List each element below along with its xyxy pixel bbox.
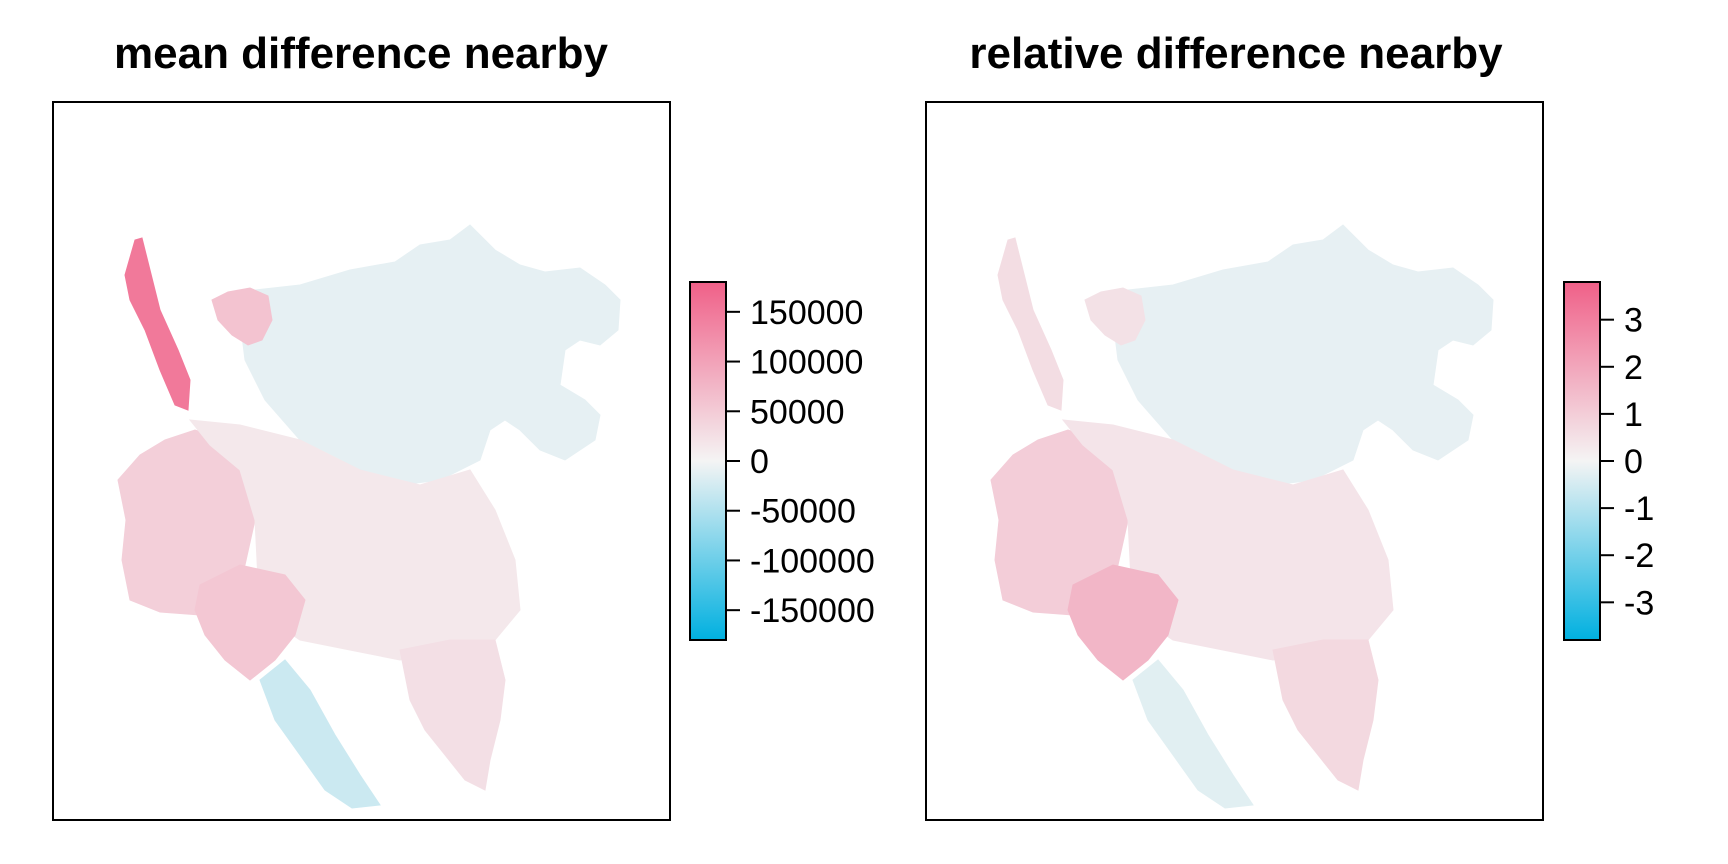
panel-2-colorbar-fill [1563,281,1601,641]
colorbar-1-tick-label: 50000 [750,393,845,431]
panel-2-region-south-peninsula [1132,659,1254,809]
panel-mean-difference: mean difference nearby 150000 100000 50000… [52,29,875,821]
panel-1-colorbar-fill [689,281,727,641]
colorbar-1-tick-label: 150000 [750,294,863,332]
colorbar-2-tick-label: 3 [1624,302,1643,340]
colorbar-1-tick-label: -150000 [750,592,875,630]
panel-2-region-northwest-inlet [1084,287,1146,346]
panel-2-colorbar: 3 2 1 0 -1 -2 -3 [1563,281,1654,641]
panel-1-region-southwest-bay [194,564,306,681]
colorbar-2-tick-label: 2 [1624,349,1643,387]
colorbar-1-tick-label: 0 [750,443,769,481]
panel-2-region-northwest-strip [997,237,1064,411]
panel-1-region-south-peninsula [259,659,381,809]
colorbar-2-tick-label: -1 [1624,490,1654,528]
panel-1-region-northwest-inlet [211,287,273,346]
colorbar-1-tick-label: 100000 [750,344,863,382]
panel-relative-difference: relative difference nearby 3 2 1 0 -1 -2 -3 [925,29,1654,821]
colorbar-1-tick-label: -50000 [750,493,856,531]
panel-2-map [990,224,1494,809]
panel-2-region-west-coast [990,429,1129,616]
panel-1-title: mean difference nearby [114,29,608,78]
panel-1-map [117,224,621,809]
colorbar-2-tick-label: -3 [1624,584,1654,622]
panel-1-region-west-coast [117,429,256,616]
colorbar-2-tick-label: 1 [1624,396,1643,434]
panel-2-region-southeast-lobe [1272,639,1379,791]
colorbar-2-tick-label: 0 [1624,443,1643,481]
colorbar-1-tick-label: -100000 [750,542,875,580]
panel-2-title: relative difference nearby [969,29,1503,78]
panel-1-colorbar: 150000 100000 50000 0 -50000 -100000 -150000 [689,281,875,641]
colorbar-2-tick-label: -2 [1624,537,1654,575]
panel-2-region-southwest-bay [1067,564,1179,681]
panel-1-region-southeast-lobe [399,639,506,791]
panel-1-region-northwest-strip [124,237,191,411]
